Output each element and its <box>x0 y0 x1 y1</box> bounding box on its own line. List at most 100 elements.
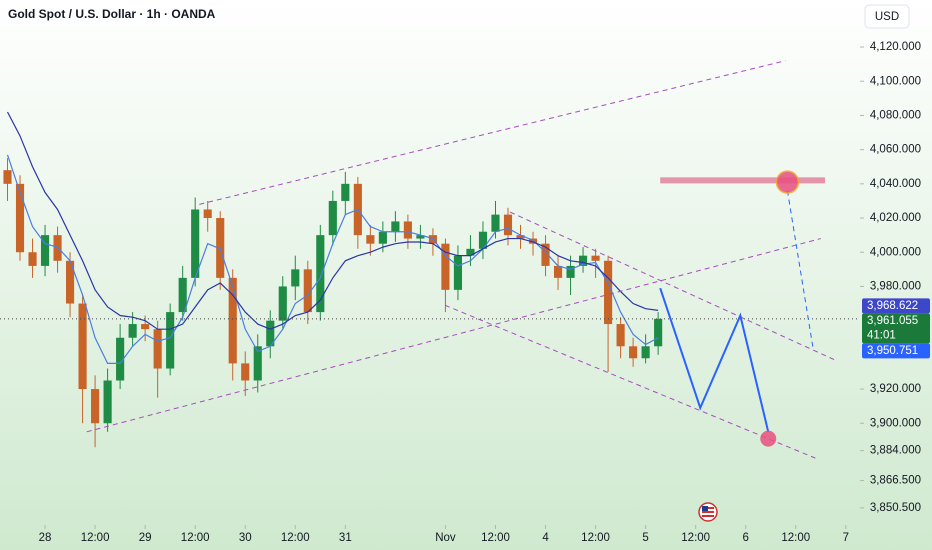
candle-body <box>453 255 463 290</box>
event-icon[interactable] <box>698 502 718 522</box>
candle-body <box>553 265 563 278</box>
candle-body <box>203 209 212 219</box>
candle-body <box>153 329 162 369</box>
x-tick-label: 29 <box>139 532 152 544</box>
candle-body <box>366 235 375 244</box>
candle-body <box>141 324 150 330</box>
candle-body <box>491 214 500 232</box>
candle-body <box>591 255 600 261</box>
candle-body <box>616 324 625 347</box>
currency-label[interactable]: USD <box>875 11 899 23</box>
candle-body <box>166 312 175 369</box>
candle-body <box>303 269 312 313</box>
trend-drawing <box>659 287 770 433</box>
x-tick-label: 12:00 <box>281 532 310 544</box>
candle-body <box>629 346 638 359</box>
trend-drawing <box>199 60 786 205</box>
marker <box>775 170 800 194</box>
candle-body <box>253 346 262 381</box>
y-tick-label: 4,120.000 <box>870 41 921 53</box>
x-tick-label: 7 <box>843 532 849 544</box>
candle-body <box>40 235 50 266</box>
candle-body <box>441 243 450 290</box>
candle-body <box>516 235 525 239</box>
x-tick-label: 4 <box>542 532 549 544</box>
candle-body <box>316 235 325 313</box>
candle-body <box>3 170 12 184</box>
y-tick-label: 3,850.500 <box>870 502 921 514</box>
price-tag-label: 3,961.055 <box>867 315 918 327</box>
x-tick-label: 30 <box>239 532 252 544</box>
flag-canton <box>702 506 708 511</box>
y-tick-label: 3,866.500 <box>870 475 921 487</box>
trend-drawing <box>444 304 816 459</box>
candle-body <box>528 238 538 244</box>
y-tick-label: 4,000.000 <box>870 246 921 258</box>
y-tick-label: 3,884.000 <box>870 445 921 457</box>
candle-body <box>466 248 475 256</box>
price-tag <box>862 343 930 359</box>
candle-body <box>503 214 513 236</box>
moving-average <box>6 154 659 364</box>
flag-stripe <box>702 515 714 517</box>
y-tick-label: 4,100.000 <box>870 75 921 87</box>
candle-body <box>266 320 275 347</box>
x-tick-label: 12:00 <box>781 532 810 544</box>
candle-body <box>378 231 387 244</box>
candle-body <box>416 235 425 239</box>
candle-body <box>328 200 337 236</box>
candle-body <box>541 243 550 266</box>
candle-body <box>278 286 287 321</box>
x-tick-label: 28 <box>39 532 52 544</box>
candle-body <box>216 218 225 278</box>
x-tick-label: 12:00 <box>181 532 210 544</box>
price-tag <box>862 313 930 344</box>
candle-body <box>654 318 663 347</box>
candle-body <box>28 252 37 266</box>
x-tick-label: 6 <box>743 532 749 544</box>
trend-drawing <box>86 238 821 433</box>
x-tick-label: Nov <box>435 532 456 544</box>
y-tick-label: 4,040.000 <box>870 178 921 190</box>
candle-body <box>604 260 613 325</box>
candle-body <box>91 389 100 424</box>
y-tick-label: 3,980.000 <box>870 280 921 292</box>
x-tick-label: 12:00 <box>681 532 710 544</box>
candle-body <box>566 265 575 278</box>
y-tick-label: 4,020.000 <box>870 212 921 224</box>
candle-body <box>403 221 412 239</box>
currency-button[interactable] <box>864 4 910 29</box>
x-tick-label: 5 <box>642 532 648 544</box>
plot-area <box>0 60 860 459</box>
marker <box>760 430 777 447</box>
candle-body <box>15 183 25 253</box>
candle-body <box>578 255 588 266</box>
candle-body <box>78 303 87 390</box>
candle-body <box>228 277 237 364</box>
candle-body <box>66 260 75 304</box>
flag-stripe <box>702 511 714 513</box>
chart-title: Gold Spot / U.S. Dollar · 1h · OANDA <box>8 7 216 21</box>
x-tick-label: 12:00 <box>481 532 510 544</box>
trend-drawing <box>509 211 836 361</box>
y-tick-label: 3,900.000 <box>870 417 921 429</box>
price-tag-label: 3,968.622 <box>867 300 918 312</box>
candle-body <box>116 337 125 381</box>
candle-body <box>478 231 488 249</box>
x-tick-label: 31 <box>339 532 352 544</box>
candle-body <box>128 324 137 338</box>
moving-average <box>6 111 659 330</box>
price-countdown: 41:01 <box>867 329 896 341</box>
candle-body <box>191 209 200 278</box>
x-tick-label: 12:00 <box>581 532 610 544</box>
candle-body <box>178 277 187 313</box>
candle-body <box>241 363 250 381</box>
x-tick-label: 12:00 <box>81 532 110 544</box>
y-tick-label: 3,920.000 <box>870 383 921 395</box>
candle-body <box>103 380 112 424</box>
candle-body <box>641 346 650 359</box>
y-tick-label: 4,080.000 <box>870 109 921 121</box>
candle-body <box>341 183 350 201</box>
